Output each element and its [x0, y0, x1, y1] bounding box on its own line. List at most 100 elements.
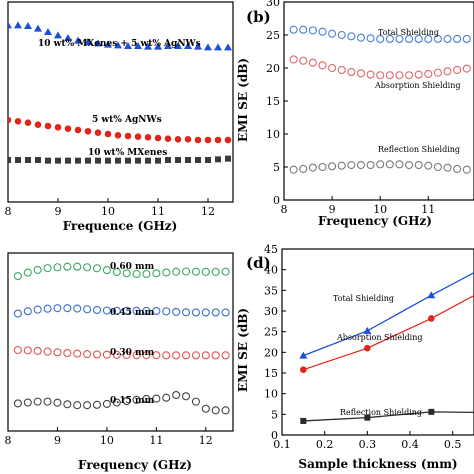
b-series-2-point-17 [453, 164, 462, 174]
b-series-1-point-9 [376, 71, 385, 80]
a-series-0-point-6 [64, 34, 72, 41]
b-series-2-point-18 [462, 165, 471, 174]
c-series-1-point-6 [73, 304, 82, 313]
c-series-0-point-6 [73, 262, 82, 271]
d-series-1-line [303, 294, 474, 371]
d-series-0-point-1 [363, 326, 372, 334]
a-series-0-point-5 [54, 31, 62, 39]
c-series-1-point-14 [152, 306, 161, 316]
d-ytick-label-1: 5 [271, 408, 278, 421]
b-series-2-point-10 [385, 160, 394, 169]
b-series-0-point-0 [289, 25, 298, 34]
c-series-1-point-20 [211, 308, 220, 317]
panel-a-frame [7, 1, 234, 203]
c-series-1-point-7 [83, 305, 92, 314]
panel-a-xticks: 8 9 10 11 12 [5, 198, 215, 218]
panel-c-xlabel: Frequency (GHz) [78, 458, 192, 472]
a-series-2-point-1 [15, 157, 21, 163]
panel-c: 8 9 10 11 12 Frequency (GHz) 0.60 mm 0.45 mm… [5, 252, 234, 472]
b-series-1-point-14 [424, 69, 433, 78]
c-series-2-point-11 [122, 350, 131, 360]
d-ytick-label-8: 40 [264, 264, 278, 277]
b-series-2-point-6 [347, 160, 356, 170]
b-ytick-label-6: 30 [266, 0, 280, 9]
a-series-0-point-8 [84, 38, 92, 45]
panel-d: (d) 0.1 0.2 0.3 0.4 0.5 0 5 10 15 20 25 30 35 40 45 Sa… [236, 243, 474, 471]
a-series-0-point-21 [214, 43, 222, 51]
b-series-2-point-11 [395, 160, 404, 169]
b-series-0-point-11 [395, 34, 404, 44]
c-series-2-point-3 [43, 347, 52, 356]
c-series-0-point-19 [201, 267, 210, 276]
c-xtick-label-2: 10 [100, 434, 114, 447]
b-series-0-point-15 [433, 34, 442, 44]
panel-c-frame [7, 252, 234, 432]
panel-b-label-absorption: Absorption Shielding [374, 81, 461, 90]
panel-b-marks [289, 25, 471, 174]
panel-b-xlabel: Frequency (GHz) [318, 214, 432, 228]
b-series-0-point-1 [299, 25, 308, 34]
a-series-1-point-16 [164, 135, 172, 142]
c-series-2-point-20 [211, 351, 220, 360]
panel-a-xlabel: Frequence (GHz) [63, 219, 178, 233]
panel-a-label-series-1: 10 wt% MXenes + 5 wt% AgNWs [38, 39, 201, 49]
c-series-2-point-17 [181, 351, 191, 360]
a-xtick-label-2: 10 [101, 205, 115, 218]
a-series-0-point-15 [154, 42, 162, 50]
d-ytick-label-6: 30 [264, 305, 278, 318]
a-series-2-point-19 [195, 157, 201, 163]
d-ytick-label-7: 35 [264, 284, 278, 297]
b-series-2-point-15 [433, 162, 442, 172]
c-series-1-point-15 [162, 307, 171, 316]
a-series-0-point-19 [194, 42, 202, 50]
b-ytick-label-4: 20 [266, 62, 280, 75]
c-series-1-point-12 [132, 306, 141, 315]
b-ytick-label-0: 0 [273, 194, 280, 207]
c-series-2-point-21 [221, 351, 230, 360]
a-series-0-point-1 [14, 21, 22, 29]
b-series-1-point-0 [289, 55, 298, 64]
c-series-0-point-20 [211, 267, 220, 276]
a-series-2-point-9 [95, 157, 101, 164]
a-series-0-point-14 [144, 42, 152, 50]
c-series-3-point-15 [162, 393, 171, 402]
panel-b-ylabel: EMI SE (dB) [236, 58, 250, 142]
panel-b-label-total: Total Shielding [378, 28, 439, 37]
c-xtick-label-4: 12 [199, 434, 213, 447]
a-series-1-point-14 [144, 134, 152, 141]
c-series-0-point-9 [102, 266, 111, 275]
a-xtick-label-3: 11 [151, 205, 165, 218]
b-series-0-point-10 [385, 34, 394, 44]
a-series-1-point-15 [154, 134, 162, 142]
c-series-1-point-11 [122, 306, 131, 315]
b-series-0-point-14 [424, 34, 433, 44]
b-series-1-point-15 [433, 68, 442, 77]
b-series-0-point-5 [337, 30, 346, 40]
a-series-1-point-20 [204, 136, 212, 144]
d-ytick-label-4: 20 [264, 346, 278, 359]
d-xtick-label-2: 0.3 [359, 438, 377, 451]
panel-d-label-absorption: Absorption Shielding [336, 333, 423, 342]
c-series-2-point-7 [83, 350, 92, 359]
panel-d-marks [299, 271, 474, 424]
c-series-0-point-14 [152, 269, 161, 278]
a-series-1-point-17 [174, 136, 182, 143]
c-series-0-point-2 [33, 265, 42, 274]
c-series-0-point-12 [132, 269, 141, 279]
b-series-1-point-3 [318, 61, 327, 70]
panel-c-label-0.45: 0.45 mm [110, 308, 155, 318]
c-series-1-point-21 [221, 308, 230, 317]
a-series-0-point-9 [94, 39, 102, 47]
a-series-2-point-6 [65, 157, 71, 164]
c-series-0-point-1 [23, 268, 32, 277]
c-series-3-point-3 [43, 397, 52, 406]
a-series-2-point-18 [185, 157, 191, 163]
panel-d-ylabel: EMI SE (dB) [236, 308, 250, 392]
panel-c-label-0.15: 0.15 mm [110, 396, 155, 406]
c-series-0-point-11 [122, 269, 131, 278]
a-series-1-point-13 [134, 133, 142, 140]
b-series-0-point-3 [318, 27, 327, 36]
c-series-3-point-1 [23, 398, 32, 407]
a-series-1-point-9 [94, 129, 102, 136]
